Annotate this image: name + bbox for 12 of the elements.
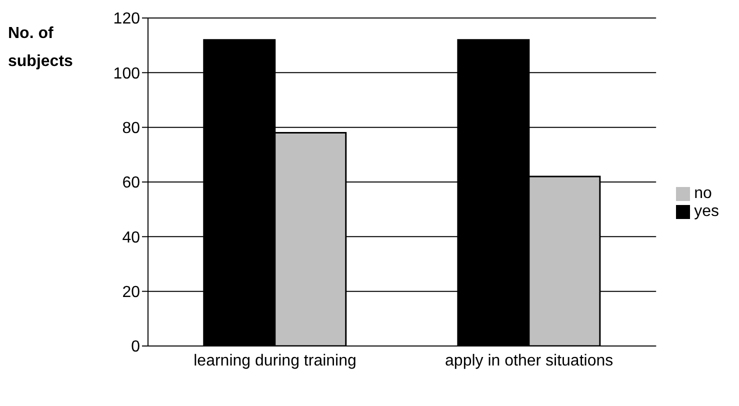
y-tick-label: 40 (122, 229, 140, 246)
y-tick-label: 20 (122, 284, 140, 302)
y-tick-label: 120 (113, 10, 140, 28)
y-tick-label: 60 (122, 174, 140, 192)
x-tick-label: learning during training (194, 352, 356, 370)
x-tick-label: apply in other situations (445, 352, 614, 370)
y-axis-title: No. of subjects (8, 24, 74, 72)
legend-label: yes (694, 203, 719, 220)
y-tick-label: 0 (131, 338, 140, 356)
legend-label: no (694, 185, 712, 202)
y-tick-label: 80 (122, 120, 140, 138)
y-tick-label: 100 (113, 65, 140, 82)
